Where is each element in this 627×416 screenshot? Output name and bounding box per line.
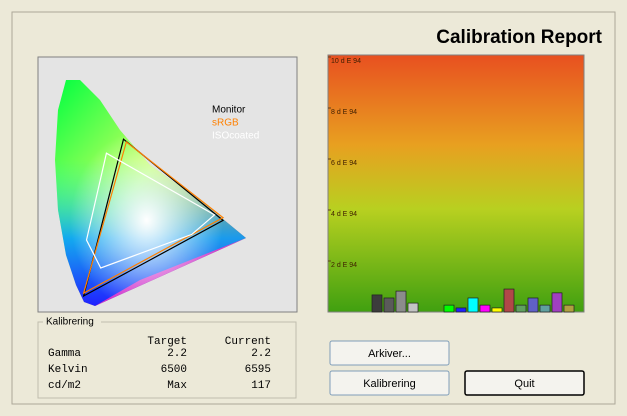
bar [563, 304, 575, 313]
button-label[interactable]: Kalibrering [363, 378, 416, 390]
button[interactable]: Arkiver... [329, 340, 450, 366]
report-title: Calibration Report [436, 27, 602, 48]
gamut-outline [85, 152, 216, 269]
legend-entry: Monitor [212, 105, 246, 116]
button-label[interactable]: Quit [514, 378, 534, 390]
bar [407, 302, 419, 313]
row-label: Gamma [48, 348, 81, 360]
legend-entry: ISOcoated [212, 131, 259, 142]
bar [491, 307, 503, 313]
button-label[interactable]: Arkiver... [368, 348, 411, 360]
bar [383, 297, 395, 313]
column-header: Current [225, 336, 271, 348]
cell: 6500 [161, 364, 187, 376]
cell: Max [167, 380, 187, 392]
bar [371, 294, 383, 313]
y-tick-label: 2 d E 94 [331, 262, 357, 269]
y-tick-label: 4 d E 94 [331, 211, 357, 218]
button-face[interactable] [329, 340, 450, 366]
bar [551, 292, 563, 313]
cell: 2.2 [167, 348, 187, 360]
white-point [55, 80, 246, 306]
y-tick-label: 6 d E 94 [331, 160, 357, 167]
bar [527, 297, 539, 313]
bar [395, 290, 407, 313]
button[interactable]: Kalibrering [329, 370, 450, 396]
row-label: cd/m2 [48, 380, 81, 392]
cell: 2.2 [251, 348, 271, 360]
row-label: Kelvin [48, 364, 88, 376]
column-header: Target [147, 336, 187, 348]
y-tick-label: 10 d E 94 [331, 58, 361, 65]
gamut-outline [82, 138, 225, 298]
group-legend: Kalibrering [46, 317, 94, 328]
bar [503, 288, 515, 313]
y-tick-label: 8 d E 94 [331, 109, 357, 116]
button-face[interactable] [329, 370, 450, 396]
legend-entry: sRGB [212, 118, 239, 129]
cell: 6595 [245, 364, 271, 376]
bar [467, 297, 479, 313]
button[interactable]: Quit [464, 370, 585, 396]
gamut-outline [82, 140, 225, 295]
bar [515, 304, 527, 313]
bar [443, 304, 455, 313]
delta-e-chart [327, 54, 585, 313]
bar [539, 304, 551, 313]
bar [455, 307, 467, 313]
cell: 117 [251, 380, 271, 392]
group-box [37, 321, 297, 399]
bar [479, 304, 491, 313]
button-face[interactable] [464, 370, 585, 396]
group-legend-bg [43, 316, 101, 328]
